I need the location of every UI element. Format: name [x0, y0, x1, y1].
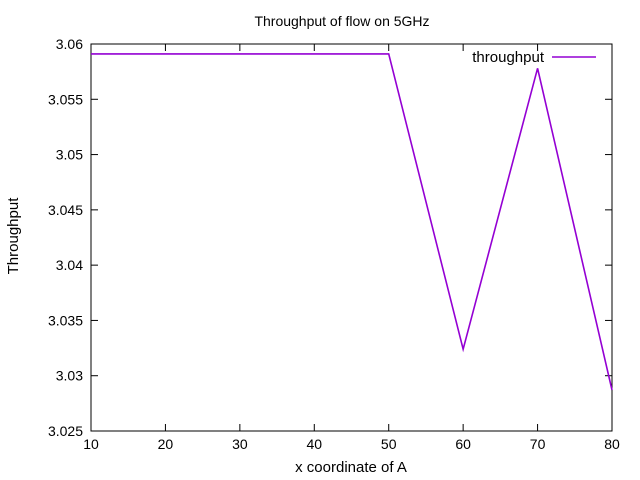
legend-label: throughput	[472, 49, 545, 66]
y-tick-label: 3.06	[56, 36, 83, 52]
y-axis-title: Throughput	[5, 197, 22, 275]
x-tick-label: 40	[306, 436, 322, 452]
x-tick-label: 50	[381, 436, 397, 452]
x-tick-label: 20	[158, 436, 174, 452]
x-tick-label: 80	[604, 436, 620, 452]
legend: throughput	[472, 49, 596, 66]
y-tick-label: 3.035	[48, 312, 83, 328]
x-tick-label: 70	[530, 436, 546, 452]
x-tick-label: 10	[83, 436, 99, 452]
series-line-throughput	[91, 53, 613, 391]
y-tick-label: 3.045	[48, 202, 83, 218]
x-tick-label: 30	[232, 436, 248, 452]
y-tick-label: 3.055	[48, 91, 83, 107]
plot-frame	[90, 43, 613, 432]
y-tick-label: 3.05	[56, 147, 83, 163]
chart-title: Throughput of flow on 5GHz	[254, 13, 429, 29]
y-tick-label: 3.03	[56, 368, 83, 384]
x-tick-label: 60	[455, 436, 471, 452]
x-axis-title: x coordinate of A	[295, 459, 407, 476]
y-tick-label: 3.025	[48, 423, 83, 439]
y-tick-label: 3.04	[56, 257, 83, 273]
